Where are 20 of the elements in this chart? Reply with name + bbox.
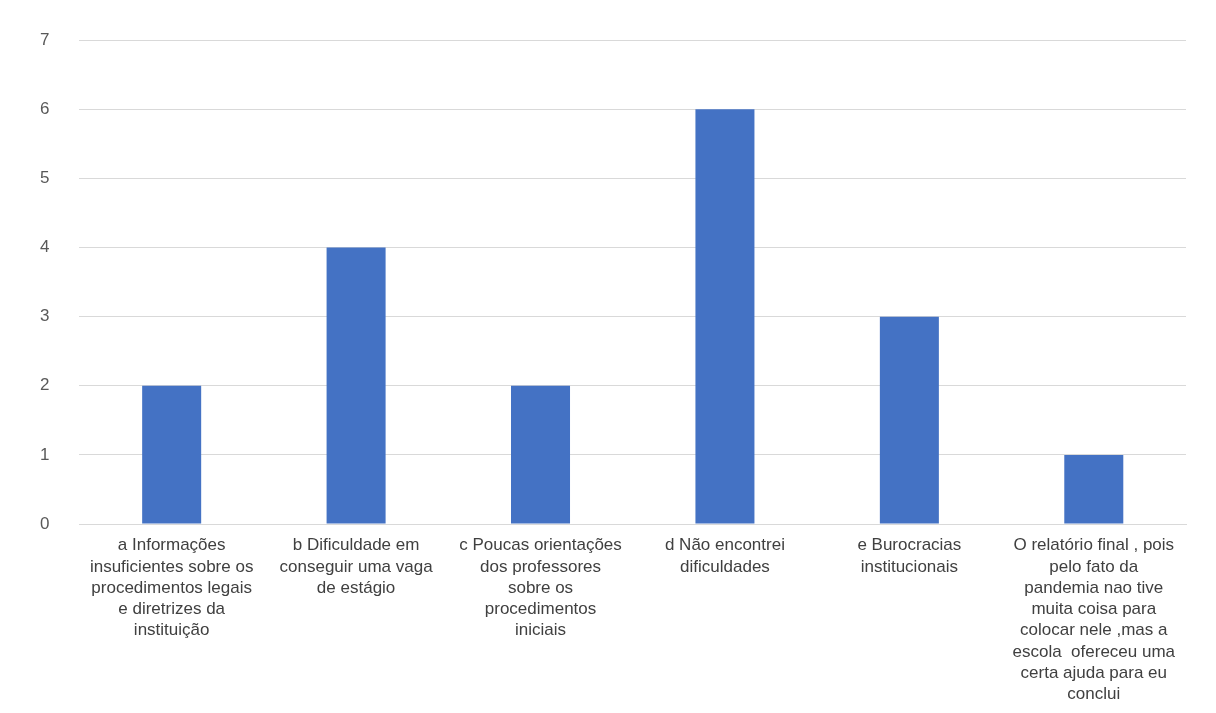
- y-tick-label: 7: [39, 29, 50, 49]
- y-tick-label: 3: [39, 306, 50, 326]
- x-tick-label: a Informações insuficientes sobre os procedimentos legais e diretrizes da instituição: [89, 535, 254, 640]
- bar: [1064, 454, 1124, 524]
- bar: [695, 109, 755, 524]
- y-tick-label: 1: [39, 444, 50, 464]
- y-tick-label: 0: [39, 513, 50, 533]
- y-tick-label: 5: [39, 168, 50, 188]
- bar: [879, 316, 939, 524]
- x-tick-label: e Burocracias institucionais: [857, 535, 962, 576]
- bar: [142, 385, 202, 524]
- x-tick-label: b Dificuldade em conseguir uma vaga de estágio: [279, 535, 434, 597]
- bar: [511, 385, 571, 524]
- x-tick-label: d Não encontrei dificuldades: [664, 535, 785, 576]
- x-tick-label: O relatório final , pois pelo fato da pandemia nao tive muita coisa para colocar nele ,mas a escola ofereceu uma certa ajuda para eu conclui: [1012, 535, 1176, 704]
- y-tick-label: 2: [39, 375, 50, 395]
- bar: [326, 247, 386, 524]
- y-tick-label: 6: [39, 99, 50, 118]
- x-tick-label: c Poucas orientações dos professores sobre os procedimentos iniciais: [459, 535, 622, 640]
- y-tick-label: 4: [39, 237, 50, 257]
